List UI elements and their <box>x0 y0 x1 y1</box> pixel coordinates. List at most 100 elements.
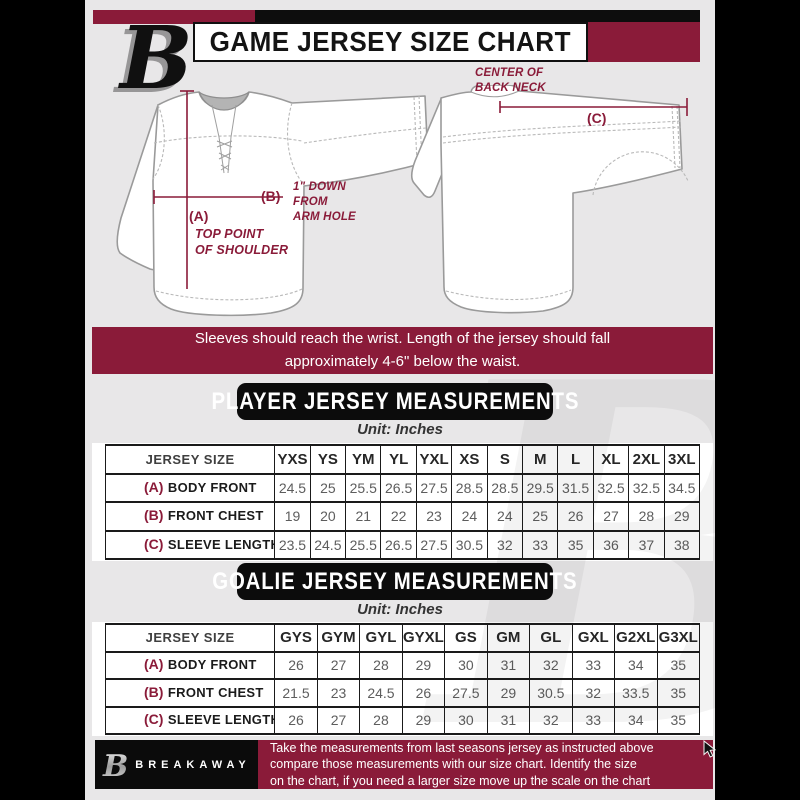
row-key: (B) <box>144 683 164 700</box>
value-cell: 28 <box>359 650 403 680</box>
value-cell: 24.5 <box>274 472 311 503</box>
page-title-box: GAME JERSEY SIZE CHART <box>193 22 588 62</box>
breakaway-footer-logo-icon: B <box>102 749 128 781</box>
row-label-cell: (A) BODY FRONT <box>104 472 276 503</box>
measurement-row: (A) BODY FRONT 26 27 28 29 30 31 32 33 34 35 <box>104 650 700 680</box>
value-cell: 27 <box>316 650 361 680</box>
size-cell: GYM <box>316 623 361 653</box>
value-cell: 29 <box>401 705 446 735</box>
size-cell: YXL <box>415 444 453 475</box>
value-cell: 27 <box>592 501 630 532</box>
value-cell: 24.5 <box>359 678 403 708</box>
value-cell: 31.5 <box>557 472 594 503</box>
value-cell: 27.5 <box>415 529 453 560</box>
front-jersey-diagram <box>116 90 429 317</box>
value-cell: 31 <box>486 705 531 735</box>
value-cell: 26 <box>274 705 318 735</box>
measurement-row: (B) FRONT CHEST 21.5 23 24.5 26 27.5 29 30.5 32 3… <box>104 678 700 708</box>
player-unit-label: Unit: Inches <box>357 421 443 438</box>
value-cell: 35 <box>656 705 700 735</box>
row-key: (A) <box>144 478 164 495</box>
value-cell: 26 <box>274 650 318 680</box>
value-cell: 30.5 <box>529 678 573 708</box>
value-cell: 26 <box>557 501 594 532</box>
value-cell: 33 <box>522 529 559 560</box>
note-down-from-armhole: 1" DOWN FROM ARM HOLE <box>293 181 356 223</box>
size-cell: YXS <box>274 444 311 475</box>
goalie-unit-label: Unit: Inches <box>357 601 443 618</box>
value-cell: 35 <box>656 678 700 708</box>
row-label-cell: (A) BODY FRONT <box>104 650 276 680</box>
svg-text:B: B <box>117 12 193 104</box>
measurement-row: (C) SLEEVE LENGTH 26 27 28 29 30 31 32 33 34 35 <box>104 705 700 735</box>
back-jersey-diagram <box>410 85 689 314</box>
breakaway-logo-icon: B B <box>112 12 193 104</box>
size-cell: 3XL <box>663 444 701 475</box>
row-label-cell: (C) SLEEVE LENGTH <box>104 529 276 560</box>
value-cell: 32.5 <box>628 472 665 503</box>
value-cell: 25.5 <box>345 472 382 503</box>
size-cell: GYL <box>359 623 403 653</box>
svg-text:B: B <box>102 749 128 781</box>
size-cell: L <box>557 444 594 475</box>
size-cell: S <box>486 444 524 475</box>
row-name: BODY FRONT <box>167 479 257 495</box>
marker-b: (B) <box>261 188 281 204</box>
size-cell: GYS <box>274 623 318 653</box>
mouse-cursor-icon <box>703 740 717 758</box>
row-name: FRONT CHEST <box>167 508 264 524</box>
row-label-cell: (B) FRONT CHEST <box>104 501 276 532</box>
value-cell: 26 <box>401 678 446 708</box>
measurement-row: (C) SLEEVE LENGTH 23.5 24.5 25.5 26.5 27.5 30.… <box>104 529 701 560</box>
row-name: BODY FRONT <box>167 657 257 673</box>
size-header-cell: JERSEY SIZE <box>104 444 276 475</box>
svg-text:B: B <box>112 12 188 104</box>
value-cell: 28.5 <box>451 472 488 503</box>
page-title: GAME JERSEY SIZE CHART <box>209 26 572 57</box>
value-cell: 34.5 <box>663 472 701 503</box>
notice-text: Sleeves should reach the wrist. Length o… <box>194 330 611 370</box>
value-cell: 29.5 <box>522 472 559 503</box>
value-cell: 33 <box>571 705 616 735</box>
size-cell: M <box>522 444 559 475</box>
value-cell: 27.5 <box>415 472 453 503</box>
value-cell: 21 <box>345 501 382 532</box>
player-table-panel: JERSEY SIZE YXS YS YM YL YXL XS S M L XL 2XL 3XL (A) … <box>92 443 713 561</box>
value-cell: 32 <box>571 678 616 708</box>
back-measure-lines <box>499 98 688 116</box>
row-key: (C) <box>144 535 164 552</box>
size-header-row: JERSEY SIZE GYS GYM GYL GYXL GS GM GL GXL G2XL G3X… <box>104 623 700 653</box>
brand-name: BREAKAWAY <box>135 758 251 771</box>
size-cell: YL <box>380 444 417 475</box>
value-cell: 37 <box>628 529 665 560</box>
player-section-banner: PLAYER JERSEY MEASUREMENTS <box>211 383 578 420</box>
row-name: SLEEVE LENGTH <box>167 536 275 552</box>
value-cell: 33 <box>571 650 616 680</box>
size-cell: GYXL <box>401 623 446 653</box>
note-center-of-back-neck: CENTER OF BACK NECK <box>475 67 546 94</box>
note-top-point-of-shoulder: TOP POINT OF SHOULDER <box>195 227 289 258</box>
goalie-section-banner: GOALIE JERSEY MEASUREMENTS <box>212 563 577 600</box>
front-collar <box>198 91 250 111</box>
value-cell: 30 <box>444 705 488 735</box>
size-header-row: JERSEY SIZE YXS YS YM YL YXL XS S M L XL 2XL 3XL <box>104 444 701 475</box>
front-measure-lines <box>153 90 283 289</box>
value-cell: 30.5 <box>451 529 488 560</box>
value-cell: 29 <box>486 678 531 708</box>
value-cell: 32 <box>486 529 524 560</box>
value-cell: 31 <box>486 650 531 680</box>
goalie-size-table: JERSEY SIZE GYS GYM GYL GYXL GS GM GL GXL G2XL G3X… <box>104 623 700 735</box>
footer-instructions-text: Take the measurements from last seasons … <box>270 741 654 788</box>
value-cell: 36 <box>592 529 630 560</box>
player-size-table: JERSEY SIZE YXS YS YM YL YXL XS S M L XL 2XL 3XL (A) … <box>104 444 701 560</box>
header-stripe-maroon <box>93 10 255 24</box>
value-cell: 35 <box>656 650 700 680</box>
value-cell: 24 <box>486 501 524 532</box>
size-cell: XL <box>592 444 630 475</box>
value-cell: 30 <box>444 650 488 680</box>
marker-c: (C) <box>587 110 607 126</box>
value-cell: 23 <box>415 501 453 532</box>
player-table-wrap: JERSEY SIZE YXS YS YM YL YXL XS S M L XL 2XL 3XL (A) … <box>104 444 701 560</box>
size-header-cell: JERSEY SIZE <box>104 623 276 653</box>
